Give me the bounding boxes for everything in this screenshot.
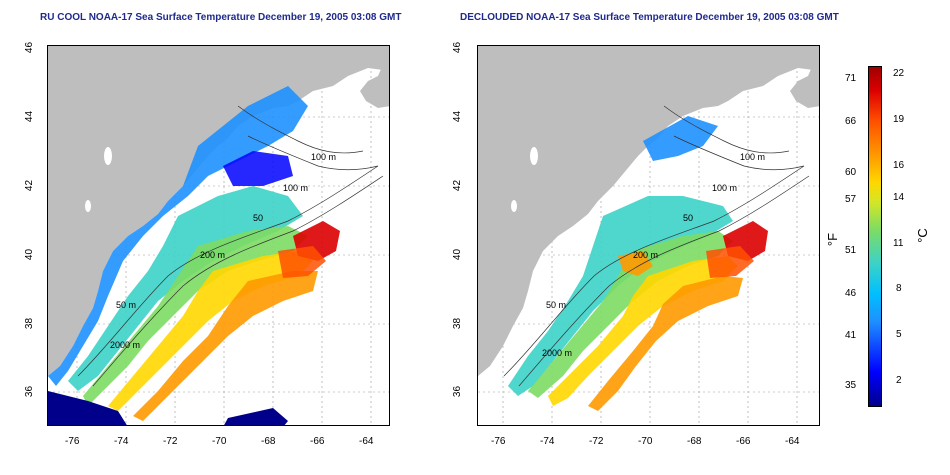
left-x-tick-74: -74	[114, 436, 129, 447]
left-contour-label-50: 50	[253, 213, 264, 223]
left-y-tick-44: 44	[24, 110, 36, 123]
cb-f-51: 51	[845, 245, 857, 256]
colorbar-unit-celsius: °C	[914, 228, 930, 243]
right-y-tick-46: 46	[452, 41, 464, 54]
right-x-tick-70: -70	[638, 436, 653, 447]
left-map	[47, 45, 390, 426]
left-contour-label-50m: 50 m	[116, 300, 137, 310]
cb-c-19: 19	[893, 114, 905, 125]
right-x-tick-66: -66	[736, 436, 751, 447]
sst-coastal-cold	[48, 86, 308, 386]
cb-f-66: 66	[845, 116, 857, 127]
right-contour-label-2000m: 2000 m	[542, 348, 573, 358]
land-mass	[478, 46, 819, 376]
left-x-tick-76: -76	[65, 436, 80, 447]
right-x-tick-74: -74	[540, 436, 555, 447]
right-x-tick-72: -72	[589, 436, 604, 447]
right-map	[477, 45, 820, 426]
left-contour-label-100m-a: 100 m	[311, 152, 337, 162]
right-y-tick-44: 44	[452, 110, 464, 123]
right-x-tick-64: -64	[785, 436, 800, 447]
cb-f-35: 35	[845, 380, 857, 391]
cb-c-8: 8	[896, 283, 902, 294]
cb-f-46: 46	[845, 288, 857, 299]
left-contour-label-100m-b: 100 m	[283, 183, 309, 193]
right-contour-label-200m: 200 m	[633, 250, 659, 260]
right-contour-label-50m: 50 m	[546, 300, 567, 310]
land-mass	[48, 46, 389, 376]
cb-c-2: 2	[896, 375, 902, 386]
left-contour-label-2000m: 2000 m	[110, 340, 141, 350]
cloud-cold-blue	[223, 151, 293, 186]
cb-c-22: 22	[893, 68, 905, 79]
cb-f-41: 41	[845, 330, 857, 341]
left-y-tick-40: 40	[24, 248, 36, 261]
left-panel-title: RU COOL NOAA-17 Sea Surface Temperature …	[40, 12, 402, 23]
left-x-tick-66: -66	[310, 436, 325, 447]
right-x-tick-68: -68	[687, 436, 702, 447]
cb-c-5: 5	[896, 329, 902, 340]
right-contour-label-100m-b: 100 m	[712, 183, 738, 193]
left-contour-label-200m: 200 m	[200, 250, 226, 260]
right-contour-label-100m-a: 100 m	[740, 152, 766, 162]
cb-f-71: 71	[845, 73, 857, 84]
left-x-tick-68: -68	[261, 436, 276, 447]
right-contour-label-50: 50	[683, 213, 694, 223]
cb-f-57: 57	[845, 194, 857, 205]
sst-shelf-green	[83, 226, 308, 406]
cb-c-11: 11	[893, 238, 904, 249]
cb-c-16: 16	[893, 160, 905, 171]
right-x-tick-76: -76	[491, 436, 506, 447]
colorbar	[868, 66, 882, 407]
left-x-tick-64: -64	[359, 436, 374, 447]
left-x-tick-72: -72	[163, 436, 178, 447]
right-y-tick-36: 36	[452, 385, 464, 398]
colorbar-unit-fahrenheit: °F	[825, 232, 841, 247]
cb-c-14: 14	[893, 192, 905, 203]
left-y-tick-36: 36	[24, 385, 36, 398]
left-y-tick-42: 42	[24, 179, 36, 192]
cb-f-60: 60	[845, 167, 857, 178]
right-y-tick-40: 40	[452, 248, 464, 261]
right-y-tick-38: 38	[452, 317, 464, 330]
left-x-tick-70: -70	[212, 436, 227, 447]
right-panel-title: DECLOUDED NOAA-17 Sea Surface Temperatur…	[460, 12, 839, 23]
sst-stream-orange	[133, 271, 318, 421]
left-y-tick-38: 38	[24, 317, 36, 330]
right-y-tick-42: 42	[452, 179, 464, 192]
left-y-tick-46: 46	[24, 41, 36, 54]
